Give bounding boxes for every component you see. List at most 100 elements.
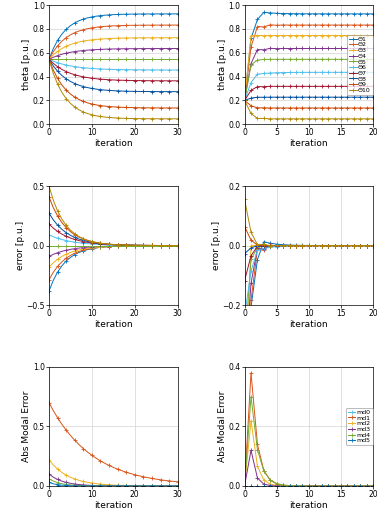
Θ6 [345,69,350,75]
Θ8 [255,94,260,100]
md1 [365,483,369,489]
Θ6 [358,69,363,75]
md0 [249,483,253,489]
Θ9 [287,105,292,111]
md1 [352,483,356,489]
md5 [287,483,292,489]
Θ2 [333,22,337,28]
Θ2 [352,22,356,28]
md0 [255,483,260,489]
Θ7 [268,83,273,89]
md3 [249,447,253,453]
Line: Θ9: Θ9 [243,99,375,110]
md5 [345,483,350,489]
md0 [268,483,273,489]
md0 [300,483,305,489]
Θ10 [249,110,253,116]
Θ6 [307,69,311,75]
Legend: Θ1, Θ2, Θ3, Θ4, Θ5, Θ6, Θ7, Θ8, Θ9, Θ10: Θ1, Θ2, Θ3, Θ4, Θ5, Θ6, Θ7, Θ8, Θ9, Θ10 [347,35,372,95]
Θ4 [371,45,375,52]
Θ7 [281,83,285,89]
Θ6 [287,69,292,75]
Θ6 [313,69,317,75]
md0 [371,483,375,489]
Θ7 [326,83,331,89]
md4 [345,483,350,489]
Θ2 [287,22,292,28]
Θ9 [307,105,311,111]
Line: md0: md0 [243,484,375,488]
Θ2 [326,22,331,28]
Θ3 [268,33,273,39]
Θ6 [326,69,331,75]
X-axis label: iteration: iteration [290,320,328,329]
md4 [294,483,298,489]
Θ4 [300,45,305,52]
Θ4 [287,45,292,52]
Θ4 [294,45,298,52]
Θ3 [307,33,311,39]
md4 [326,483,331,489]
Θ8 [333,94,337,100]
Θ10 [319,116,324,122]
md1 [287,482,292,489]
Y-axis label: Abs Modal Error: Abs Modal Error [22,391,31,462]
md2 [242,483,247,489]
Θ10 [262,115,266,121]
md1 [326,483,331,489]
Θ1 [268,10,273,16]
Θ3 [294,33,298,39]
Θ7 [242,97,247,103]
Θ2 [358,22,363,28]
md3 [333,483,337,489]
Θ5 [255,57,260,63]
md0 [262,483,266,489]
Θ9 [262,105,266,111]
Θ8 [262,94,266,100]
Θ5 [249,62,253,68]
Θ5 [287,56,292,63]
md2 [294,483,298,489]
Θ8 [339,94,343,100]
md1 [249,370,253,376]
Θ7 [294,83,298,89]
Θ10 [371,116,375,122]
md0 [313,483,317,489]
Θ8 [307,94,311,100]
Θ5 [326,56,331,63]
Y-axis label: theta [p.u.]: theta [p.u.] [218,39,227,90]
md1 [268,477,273,483]
md1 [345,483,350,489]
Θ3 [371,33,375,39]
md2 [262,477,266,483]
Θ9 [274,105,279,111]
md5 [274,483,279,489]
Θ2 [294,22,298,28]
Θ10 [339,116,343,122]
md0 [307,483,311,489]
md2 [371,483,375,489]
Θ3 [287,33,292,39]
md1 [313,483,317,489]
Θ10 [307,116,311,122]
md5 [307,483,311,489]
Θ10 [274,116,279,122]
Θ7 [345,83,350,89]
Θ5 [242,97,247,103]
Θ9 [365,105,369,111]
md5 [365,483,369,489]
md2 [287,483,292,489]
Θ10 [268,116,273,122]
md3 [307,483,311,489]
Line: Θ8: Θ8 [243,96,375,102]
md1 [333,483,337,489]
Θ8 [371,94,375,100]
md4 [249,393,253,400]
md4 [307,483,311,489]
md4 [313,483,317,489]
Θ3 [365,33,369,39]
X-axis label: iteration: iteration [290,500,328,510]
Line: Θ1: Θ1 [243,10,375,102]
Θ6 [294,69,298,75]
Θ1 [326,11,331,17]
